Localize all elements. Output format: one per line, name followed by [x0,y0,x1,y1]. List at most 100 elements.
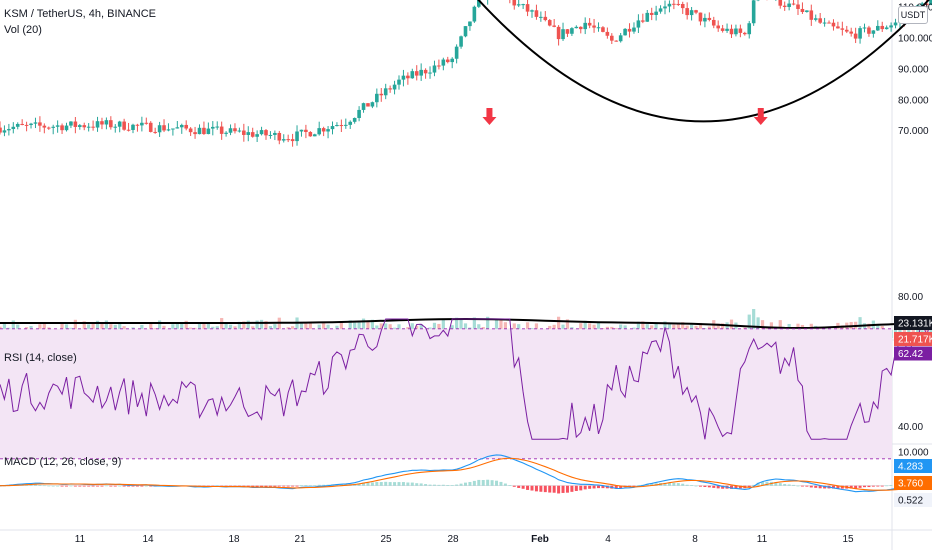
macd-histogram-bar [42,485,46,487]
macd-pane [0,454,932,494]
candle-body [55,125,60,127]
macd-histogram-bar [588,485,592,489]
macd-histogram-bar [410,482,414,486]
candle-body [840,28,845,30]
macd-histogram-bar [614,485,618,489]
candle-body [477,0,481,7]
candle-body [250,132,255,137]
macd-histogram-bar [880,485,884,487]
macd-histogram-bar [109,485,113,487]
rsi-indicator-label[interactable]: RSI (14, close) [4,352,77,364]
candle-body [445,59,450,63]
macd-histogram-bar [495,480,499,486]
candle-body [787,3,791,7]
time-tick-label: Feb [531,534,549,545]
candle-body [344,124,348,126]
macd-histogram-bar [291,485,295,487]
candle-body [366,103,370,107]
macd-histogram-bar [619,485,623,489]
candle-body [672,3,676,5]
candle-body [884,27,889,30]
candle-body [24,124,29,126]
candle-body [175,127,180,129]
macd-histogram-bar [885,485,889,487]
macd-histogram-bar [517,485,521,488]
macd-histogram-bar [818,485,822,489]
candle-body [215,126,220,128]
volume-indicator-label[interactable]: Vol (20) [4,24,42,36]
candle-body [556,26,561,40]
candle-body [596,27,601,29]
candle-body [206,128,211,135]
macd-histogram-bar [268,485,272,487]
macd-histogram-bar [122,485,126,487]
macd-histogram-bar [574,485,578,491]
candle-body [153,131,157,133]
candle-body [242,130,246,135]
macd-histogram-bar [273,485,277,487]
macd-histogram-bar [317,484,321,486]
macd-histogram-bar [379,482,383,486]
candle-body [290,139,295,142]
macd-histogram-bar [113,485,117,487]
macd-histogram-bar [650,483,654,486]
candle-body [179,124,184,128]
macd-histogram-bar [712,485,716,488]
candle-body [831,22,836,27]
macd-histogram-bar [698,485,702,487]
candle-body [184,124,188,129]
currency-button[interactable]: USDT [898,6,928,24]
macd-histogram-bar [787,484,791,486]
candle-body [441,59,446,66]
candle-body [920,3,924,6]
candle-body [680,3,685,9]
macd-histogram-bar [29,484,33,486]
volume-bar [729,319,734,338]
time-tick-label: 15 [842,534,854,545]
macd-histogram-bar [512,485,516,487]
candle-body [197,127,202,135]
candle-body [202,127,206,135]
macd-histogram-bar [539,485,543,492]
candle-body [694,10,698,13]
macd-histogram-bar [796,485,800,487]
macd-histogram-bar [579,485,583,491]
candle-body [778,0,783,6]
candle-body [299,129,304,132]
macd-histogram-bar [264,485,268,487]
candle-body [729,28,734,35]
candle-body [131,124,135,130]
macd-histogram-bar [424,484,428,486]
volume-last-tag-bg [894,316,932,330]
candle-body [627,28,632,32]
macd-histogram-bar [450,485,454,486]
macd-histogram-bar [716,485,720,489]
candle-body [69,121,73,126]
volume-last-tag: 23.131K [898,319,932,330]
macd-histogram-bar [503,483,507,486]
macd-histogram-bar [87,485,91,487]
macd-histogram-bar [384,481,388,486]
macd-histogram-bar [809,485,813,488]
macd-histogram-bar [78,485,82,487]
symbol-title[interactable]: KSM / TetherUS, 4h, BINANCE [4,8,157,20]
candle-body [0,127,2,133]
candle-body [348,121,353,125]
candle-body [676,3,681,5]
candle-body [809,10,814,20]
time-tick-label: 21 [294,534,306,545]
candle-body [162,125,166,131]
candle-body [148,122,153,132]
candle-body [122,121,126,130]
hist-value-tag-bg [894,493,932,507]
macd-indicator-label[interactable]: MACD (12, 26, close, 9) [4,456,122,468]
candle-body [286,139,290,141]
candle-body [392,84,397,90]
candle-body [428,72,432,74]
price-tick-label: 90.000 [898,64,929,75]
macd-histogram-bar [765,481,769,486]
macd-histogram-bar [406,482,410,486]
candle-body [618,35,623,42]
macd-histogram-bar [601,485,605,489]
